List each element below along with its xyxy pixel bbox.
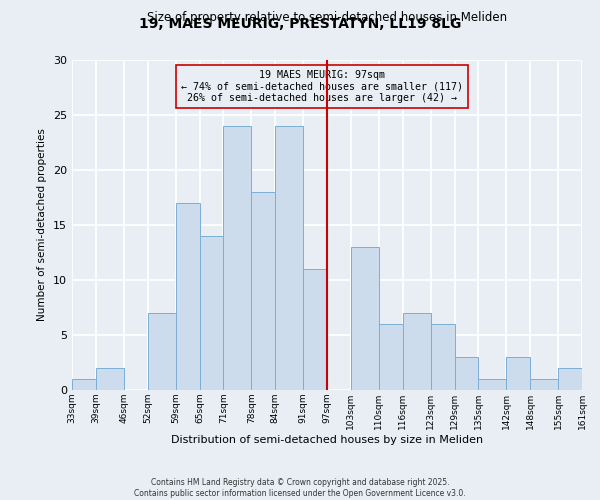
Bar [251,192,275,390]
Bar [403,313,431,390]
Bar [96,368,124,390]
X-axis label: Distribution of semi-detached houses by size in Meliden: Distribution of semi-detached houses by … [171,434,483,444]
Text: 19 MAES MEURIG: 97sqm
← 74% of semi-detached houses are smaller (117)
26% of sem: 19 MAES MEURIG: 97sqm ← 74% of semi-deta… [181,70,463,103]
Bar [431,324,455,390]
Bar [176,203,199,390]
Bar [530,379,558,390]
Bar [455,357,478,390]
Bar [148,313,176,390]
Text: Contains HM Land Registry data © Crown copyright and database right 2025.
Contai: Contains HM Land Registry data © Crown c… [134,478,466,498]
Bar [72,379,96,390]
Bar [199,236,223,390]
Bar [506,357,530,390]
Bar [478,379,506,390]
Bar [223,126,251,390]
Bar [379,324,403,390]
Y-axis label: Number of semi-detached properties: Number of semi-detached properties [37,128,47,322]
Bar [351,247,379,390]
Bar [275,126,303,390]
Title: Size of property relative to semi-detached houses in Meliden: Size of property relative to semi-detach… [147,11,507,24]
Bar [303,269,327,390]
Bar [558,368,582,390]
Text: 19, MAES MEURIG, PRESTATYN, LL19 8LG: 19, MAES MEURIG, PRESTATYN, LL19 8LG [139,18,461,32]
